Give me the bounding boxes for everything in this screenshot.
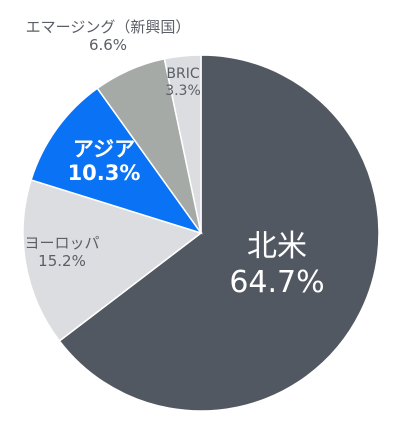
label-emerging: エマージング（新興国）6.6%: [26, 18, 191, 54]
slice-europe: [22, 178, 203, 342]
slice-category-label: アジア: [73, 137, 135, 161]
slice-value-label: 6.6%: [89, 36, 127, 54]
slice-category-label: エマージング（新興国）: [26, 18, 191, 36]
slice-category-label: BRIC: [166, 66, 199, 82]
slice-value-label: 15.2%: [38, 252, 86, 270]
slice-category-label: 北米: [247, 229, 307, 264]
pie-slices: [22, 54, 380, 412]
slice-north-america: [58, 54, 380, 412]
slice-value-label: 64.7%: [229, 265, 324, 300]
slice-value-label: 10.3%: [68, 161, 141, 185]
slice-asia: [30, 87, 203, 235]
slice-category-label: ヨーロッパ: [24, 234, 99, 252]
slice-bric: [163, 54, 202, 234]
slice-value-label: 3.3%: [165, 83, 201, 99]
